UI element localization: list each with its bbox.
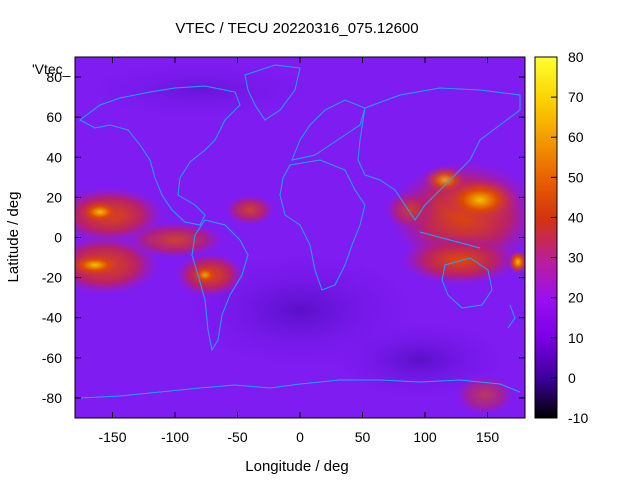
y-tick-label: 60 [46, 109, 62, 125]
y-axis-label: Latitude / deg [5, 192, 22, 283]
y-tick-label: -20 [42, 270, 62, 286]
colorbar [534, 56, 558, 419]
x-axis-ticks: -150 -100 -50 0 50 100 150 [98, 57, 499, 445]
x-tick-label: -50 [227, 429, 247, 445]
y-tick-label: -40 [42, 310, 62, 326]
x-tick-label: 0 [296, 429, 304, 445]
colorbar-tick-label: 0 [568, 370, 576, 386]
colorbar-tick-label: 10 [568, 330, 584, 346]
y-tick-label: -60 [42, 350, 62, 366]
x-axis-label: Longitude / deg [245, 458, 348, 475]
australia-coast [441, 257, 493, 309]
x-tick-label: 100 [413, 429, 437, 445]
y-tick-label: -80 [42, 390, 62, 406]
colorbar-tick-label: -10 [568, 410, 588, 426]
x-tick-label: -150 [98, 429, 126, 445]
colorbar-tick-label: 20 [568, 290, 584, 306]
south-america-coast [191, 219, 249, 352]
y-tick-label: 40 [46, 149, 62, 165]
colorbar-tick-label: 30 [568, 250, 584, 266]
x-tick-label: -100 [161, 429, 189, 445]
series-label: 'Vtec_ [32, 61, 71, 77]
x-tick-label: 150 [476, 429, 500, 445]
colorbar-tick-label: 50 [568, 169, 584, 185]
coastlines [79, 64, 521, 399]
greenland-coast [244, 64, 301, 121]
colorbar-ticks: -10 0 10 20 30 40 50 60 70 80 [551, 49, 588, 426]
colorbar-tick-label: 60 [568, 129, 584, 145]
indonesia-coast [419, 231, 481, 249]
y-tick-label: 20 [46, 189, 62, 205]
africa-coast [279, 159, 366, 291]
y-axis-ticks: -80 -60 -40 -20 0 20 40 60 80 [42, 69, 525, 406]
chart-title: VTEC / TECU 20220316_075.12600 [175, 20, 418, 37]
antarctica-coast [79, 379, 521, 399]
y-tick-label: 80 [46, 69, 62, 85]
new-zealand-coast [507, 304, 516, 329]
heatmap-field [75, 57, 525, 418]
colorbar-tick-label: 80 [568, 49, 584, 65]
y-tick-label: 0 [54, 230, 62, 246]
north-america-coast [79, 85, 241, 226]
colorbar-tick-label: 70 [568, 89, 584, 105]
asia-coast [357, 87, 521, 221]
colorbar-tick-label: 40 [568, 209, 584, 225]
x-tick-label: 50 [355, 429, 371, 445]
